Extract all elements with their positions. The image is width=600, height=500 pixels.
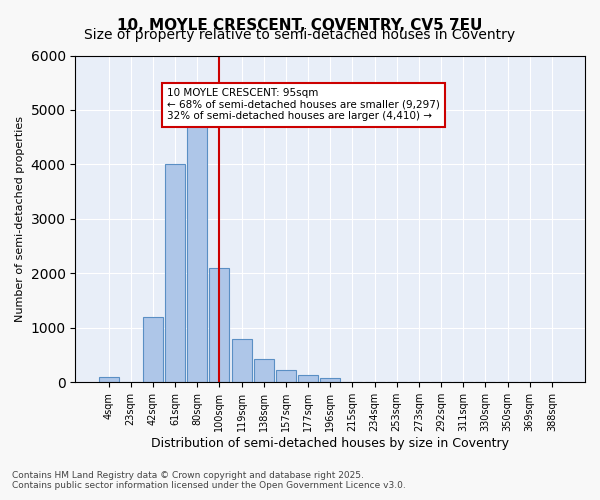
- Bar: [320, 378, 340, 382]
- Text: 10 MOYLE CRESCENT: 95sqm
← 68% of semi-detached houses are smaller (9,297)
32% o: 10 MOYLE CRESCENT: 95sqm ← 68% of semi-d…: [167, 88, 440, 122]
- Bar: [98, 377, 119, 382]
- Text: 10, MOYLE CRESCENT, COVENTRY, CV5 7EU: 10, MOYLE CRESCENT, COVENTRY, CV5 7EU: [118, 18, 482, 32]
- Text: Contains HM Land Registry data © Crown copyright and database right 2025.
Contai: Contains HM Land Registry data © Crown c…: [12, 470, 406, 490]
- Bar: [187, 116, 207, 382]
- Bar: [254, 360, 274, 382]
- Bar: [165, 164, 185, 382]
- Bar: [209, 268, 229, 382]
- X-axis label: Distribution of semi-detached houses by size in Coventry: Distribution of semi-detached houses by …: [151, 437, 509, 450]
- Bar: [143, 317, 163, 382]
- Bar: [232, 339, 251, 382]
- Bar: [276, 370, 296, 382]
- Y-axis label: Number of semi-detached properties: Number of semi-detached properties: [15, 116, 25, 322]
- Text: Size of property relative to semi-detached houses in Coventry: Size of property relative to semi-detach…: [85, 28, 515, 42]
- Bar: [298, 376, 318, 382]
